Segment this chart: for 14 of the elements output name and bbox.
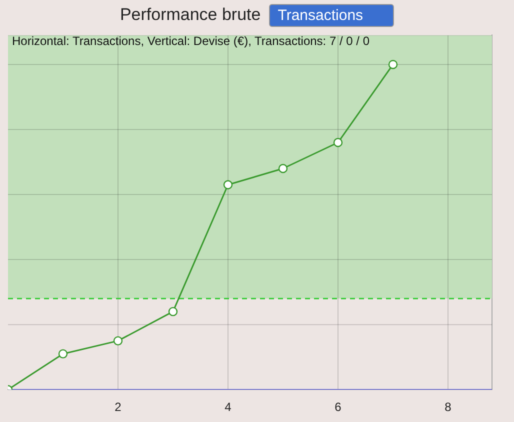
- chart-title: Performance brute: [120, 5, 261, 25]
- point: [388, 60, 398, 70]
- x-tick-label: 2: [114, 400, 122, 414]
- x-tick-label: 6: [334, 400, 342, 414]
- point: [58, 349, 68, 358]
- point: [278, 164, 288, 174]
- text: Transactions: [268, 4, 394, 26]
- chart-subtitle: Horizontal: Transactions, Vertical: Devise (€), Transactions: 7 / 0 / 0: [12, 34, 370, 48]
- x-tick-label: 8: [444, 400, 452, 414]
- point: [333, 138, 343, 148]
- x-tick-label: 4: [224, 400, 232, 414]
- point: [113, 336, 123, 346]
- point: [168, 306, 178, 316]
- point: [223, 180, 233, 190]
